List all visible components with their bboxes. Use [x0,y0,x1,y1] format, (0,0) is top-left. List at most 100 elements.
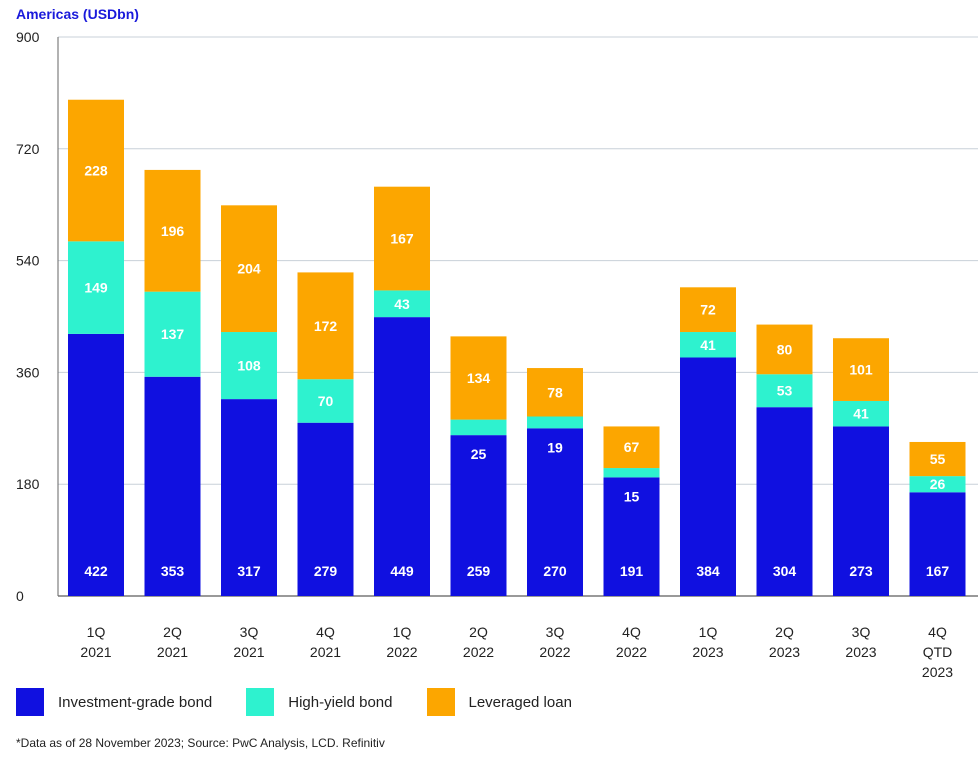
x-tick-label: 4Q [622,624,641,640]
data-label: 137 [161,326,185,342]
bar-segment [756,374,813,408]
x-tick-label: 2023 [769,644,800,660]
data-label: 270 [543,563,567,579]
data-label: 15 [624,488,640,504]
data-label: 19 [547,439,563,455]
x-tick-label: 4Q [316,624,335,640]
x-tick-label: 2Q [469,624,488,640]
x-tick-label: 2Q [775,624,794,640]
bar-segment [527,428,583,596]
bar-segment [68,99,124,242]
x-tick-label: 2021 [157,644,188,660]
x-tick-label: 2023 [692,644,723,660]
x-tick-label: 2021 [80,644,111,660]
data-label: 108 [237,358,261,374]
bar-segment [374,317,430,596]
bar-segment [680,332,736,358]
y-tick-label: 540 [16,253,40,269]
data-label: 449 [390,563,414,579]
x-tick-label: 4Q [928,624,947,640]
data-label: 273 [849,563,873,579]
x-tick-label: 2022 [386,644,417,660]
data-label: 25 [471,446,487,462]
data-label: 353 [161,563,185,579]
bar-segment [450,435,507,596]
y-tick-label: 720 [16,141,40,157]
x-tick-label: 2Q [163,624,182,640]
bar-segment [68,333,124,596]
data-label: 134 [467,370,491,386]
legend-swatch-high-yield [246,688,275,716]
bar-segment [68,241,124,334]
data-label: 41 [853,406,869,422]
bar-segment [603,468,660,478]
data-label: 204 [237,261,261,277]
data-label: 101 [849,362,873,378]
x-tick-label: 1Q [87,624,106,640]
data-label: 78 [547,384,563,400]
data-label: 55 [930,451,946,467]
data-label: 149 [84,280,108,296]
bar-segment [374,290,430,318]
bar-segment [297,379,354,423]
bar-segment [221,205,277,333]
bar-segment [603,477,660,596]
bar-segment [756,324,813,375]
bar-segment [909,492,966,596]
footnote: *Data as of 28 November 2023; Source: Pw… [16,736,385,750]
data-label: 317 [237,563,261,579]
data-label: 70 [318,393,334,409]
bar-segment [221,399,277,596]
bar-segment [603,426,660,469]
bar-segment [450,419,507,436]
bar-segment [144,376,201,596]
data-label: 172 [314,318,338,334]
data-label: 53 [777,383,793,399]
x-tick-label: QTD [923,644,953,660]
bar-segment [756,407,813,596]
x-tick-label: 2022 [616,644,647,660]
legend-swatch-leveraged-loan [426,688,455,716]
data-label: 167 [390,231,414,247]
data-label: 279 [314,563,338,579]
legend-item-leveraged-loan: Leveraged loan [426,688,572,716]
bar-segment [297,422,354,596]
data-label: 384 [696,563,720,579]
data-label: 80 [777,341,793,357]
x-tick-label: 2023 [845,644,876,660]
legend-item-investment-grade: Investment-grade bond [16,688,212,716]
x-tick-label: 1Q [699,624,718,640]
chart-title: Americas (USDbn) [16,6,139,22]
bar-segment [144,291,201,377]
data-label: 67 [624,439,640,455]
legend-label-investment-grade: Investment-grade bond [58,693,213,711]
data-label: 304 [773,563,797,579]
bar-segment [680,357,736,596]
legend-swatch-investment-grade [16,688,44,716]
data-label: 196 [161,223,185,239]
x-tick-label: 3Q [852,624,871,640]
bar-segment [144,169,201,292]
bar-segment [909,441,966,477]
data-label: 41 [700,337,716,353]
data-label: 422 [84,563,108,579]
data-label: 72 [700,302,716,318]
legend-label-high-yield: High-yield bond [288,693,393,711]
data-label: 167 [926,563,950,579]
x-tick-label: 3Q [240,624,259,640]
legend-label-leveraged-loan: Leveraged loan [468,693,572,711]
y-tick-label: 900 [16,29,40,45]
x-tick-label: 2021 [233,644,264,660]
bar-segment [527,416,583,429]
bar-segment [374,186,430,291]
bar-segment [297,272,354,380]
chart-legend: Investment-grade bond High-yield bond Le… [16,688,606,716]
bar-segment [680,287,736,333]
data-label: 228 [84,163,108,179]
data-label: 191 [620,563,644,579]
bar-segment [833,338,889,401]
x-tick-label: 2023 [922,664,953,680]
bar-segment [833,426,889,596]
bar-segment [833,400,889,427]
